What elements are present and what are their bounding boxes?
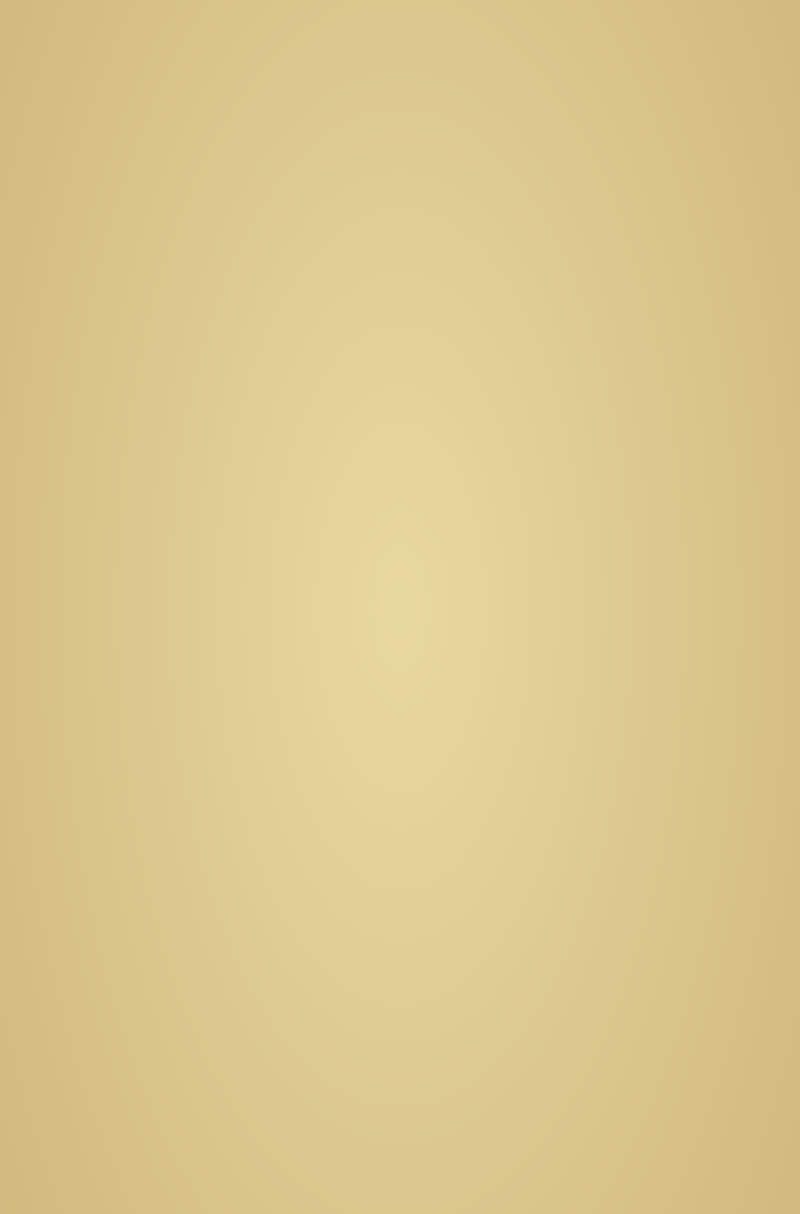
Text: general symptoms of, 363: general symptoms of, 363: [454, 651, 615, 664]
Text: indications for, in mother, 24: indications for, in mother, 24: [454, 430, 634, 443]
Text: Vomiting in abscess of liver, 410: Vomiting in abscess of liver, 410: [418, 104, 618, 118]
Text: Yellow-seeing after santonin, 369: Yellow-seeing after santonin, 369: [418, 824, 626, 838]
Text: par.: par.: [436, 617, 459, 630]
Text: Weaning, date of, 22: Weaning, date of, 22: [418, 379, 546, 392]
Text: stercoraceous, in appendicitis, 335: stercoraceous, in appendicitis, 335: [436, 242, 654, 254]
Text: in cholera infantum, 305: in cholera infantum, 305: [83, 446, 237, 458]
Text: in chronic intestinal catarrh, 278: in chronic intestinal catarrh, 278: [83, 463, 290, 475]
Text: in amyloid liver, 399: in amyloid liver, 399: [83, 378, 210, 390]
Text: Wet-nurse, feeding by, 27: Wet-nurse, feeding by, 27: [418, 532, 576, 545]
Text: V.: V.: [223, 794, 237, 809]
Text: in intussusception, 347: in intussusception, 347: [83, 582, 228, 594]
Text: INDEX.: INDEX.: [370, 55, 430, 69]
Text: in tuberculous peritonitis, 424: in tuberculous peritonitis, 424: [83, 734, 273, 747]
Text: Vertebrae, changes in, in rachitis, 143: Vertebrae, changes in, in rachitis, 143: [65, 838, 304, 851]
Text: in child, 26: in child, 26: [472, 447, 542, 460]
Text: etiology of, 391: etiology of, 391: [101, 259, 197, 271]
Text: in newborn, 162: in newborn, 162: [101, 344, 203, 356]
Text: special symptoms of, 364: special symptoms of, 364: [454, 702, 611, 715]
Text: prognosis of, 366: prognosis of, 366: [454, 685, 562, 698]
Text: in breast-fed, 104: in breast-fed, 104: [436, 345, 546, 358]
Text: premature, 24: premature, 24: [436, 413, 526, 426]
Text: Vomiting, chronic, 240: Vomiting, chronic, 240: [65, 855, 206, 868]
Text: in helminthiasis, 364: in helminthiasis, 364: [83, 531, 214, 543]
Text: Y.: Y.: [577, 798, 590, 812]
Text: Whip-worm.  See Tricocephalus dis-: Whip-worm. See Tricocephalus dis-: [418, 600, 642, 613]
Text: Wheat water, 327: Wheat water, 327: [418, 566, 528, 579]
Text: in lithaemia, 159: in lithaemia, 159: [101, 327, 206, 339]
Text: Uric acid infarctions, 163: Uric acid infarctions, 163: [65, 310, 224, 322]
Text: Worms, intestinal, 356: Worms, intestinal, 356: [418, 634, 558, 647]
Text: Ulcers in syphilitic stomatitis, 204: Ulcers in syphilitic stomatitis, 204: [65, 138, 279, 152]
Text: in scorbutus, 114, 118: in scorbutus, 114, 118: [83, 700, 222, 713]
Text: W.: W.: [574, 267, 592, 282]
Text: in hypertrophic cirrhosis, 406: in hypertrophic cirrhosis, 406: [83, 548, 269, 560]
Text: in entero-colitis, treatment of, 298: in entero-colitis, treatment of, 298: [436, 174, 651, 186]
Text: Wasting from insufficient food, 105: Wasting from insufficient food, 105: [418, 311, 638, 324]
Text: sudden, 23: sudden, 23: [436, 464, 505, 477]
Text: Urticaria in lithaemia, 165: Urticaria in lithaemia, 165: [65, 768, 231, 781]
Text: in intussusception, 346, 348: in intussusception, 346, 348: [436, 191, 612, 203]
Text: Ulceration of intestine in tabes mesen-: Ulceration of intestine in tabes mesen-: [65, 104, 307, 118]
Text: phlebitis, 391: phlebitis, 391: [83, 293, 168, 305]
Text: in appendicitis, 334: in appendicitis, 334: [436, 138, 559, 152]
Text: in acute peritonitis, 415: in acute peritonitis, 415: [436, 121, 586, 135]
Text: Urine in acute peritonitis, 416: Urine in acute peritonitis, 416: [65, 361, 254, 373]
Text: in chronic intestinal catarrh, 278: in chronic intestinal catarrh, 278: [436, 362, 643, 375]
Text: in mucous disease, 260: in mucous disease, 260: [83, 649, 229, 662]
Text: in rachitis, 139: in rachitis, 139: [83, 683, 178, 696]
Text: in habitual indigestion, 256: in habitual indigestion, 256: [83, 514, 255, 526]
Text: in pyaemic abscess of liver, 410: in pyaemic abscess of liver, 410: [83, 666, 280, 679]
Text: tion, 66: tion, 66: [436, 515, 484, 528]
Text: in ascites, 430: in ascites, 430: [83, 395, 173, 407]
Text: in tuberculosis of intestines, 384: in tuberculosis of intestines, 384: [83, 157, 287, 169]
Text: Xanthopsia after santonin, 369: Xanthopsia after santonin, 369: [418, 771, 611, 784]
Text: X.: X.: [575, 745, 591, 759]
Text: diagnosis of, 365: diagnosis of, 365: [454, 668, 559, 681]
Text: in simple atrophy, 107: in simple atrophy, 107: [83, 717, 222, 730]
Text: indications for, 24: indications for, 24: [454, 481, 566, 494]
Text: treatment of, 391: treatment of, 391: [101, 225, 210, 237]
Text: in entero-colitis, 294: in entero-colitis, 294: [83, 497, 213, 509]
Text: gradual, 22: gradual, 22: [436, 396, 508, 409]
Text: Westcott's method for home modifica-: Westcott's method for home modifica-: [418, 498, 655, 511]
Text: in lithaemic attack, 164: in lithaemic attack, 164: [83, 632, 231, 645]
Text: in catarrhal dysentery, 311: in catarrhal dysentery, 311: [83, 429, 251, 441]
Text: in atrophic cirrhosis, 405: in atrophic cirrhosis, 405: [83, 412, 241, 424]
Text: in umbilical infection, 391: in umbilical infection, 391: [83, 751, 246, 764]
Text: in tuberculous peritonitis, 423: in tuberculous peritonitis, 423: [436, 225, 626, 237]
Text: symptoms of, 391: symptoms of, 391: [101, 276, 210, 288]
Text: Walking, 83: Walking, 83: [418, 294, 491, 307]
Text: in icterus, 390: in icterus, 390: [101, 208, 191, 220]
Text: Vomiting in lithaemia, 163: Vomiting in lithaemia, 163: [418, 208, 583, 220]
Text: treatment of, 366: treatment of, 366: [454, 719, 563, 732]
Text: in lithaemia, 162: in lithaemia, 162: [83, 615, 189, 628]
Text: rules for selecting, 28: rules for selecting, 28: [436, 549, 573, 562]
Text: Veal-broth, 69: Veal-broth, 69: [65, 821, 153, 834]
Text: hemorrhage, 390: hemorrhage, 390: [83, 191, 190, 203]
Text: in cholera infantum, 304: in cholera infantum, 304: [436, 157, 590, 169]
Text: in jaundice, 387, 392: in jaundice, 387, 392: [83, 599, 214, 611]
Text: terica, 379: terica, 379: [101, 121, 169, 135]
Text: Umbilical arteritis, 391: Umbilical arteritis, 391: [65, 174, 210, 186]
Text: Whey, 69: Whey, 69: [418, 583, 474, 596]
Text: in congestion of liver, 394: in congestion of liver, 394: [83, 480, 244, 492]
Text: from unsuitable food, 105: from unsuitable food, 105: [436, 328, 597, 341]
Text: 448: 448: [65, 55, 94, 69]
Text: infection, 391: infection, 391: [83, 242, 169, 254]
Text: in icterus neonatorum, 389: in icterus neonatorum, 389: [83, 565, 254, 577]
